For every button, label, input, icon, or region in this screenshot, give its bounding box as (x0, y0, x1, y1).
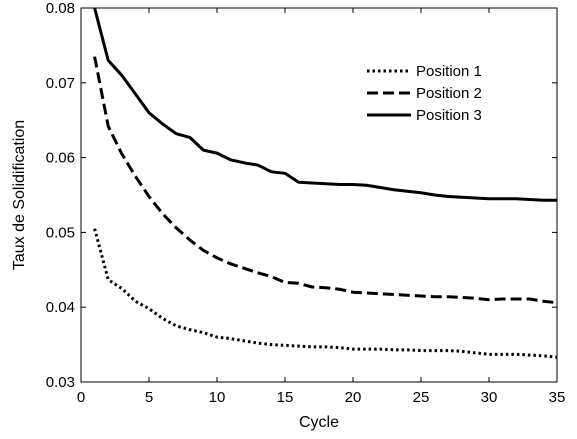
y-tick-label-2: 0.05 (46, 224, 75, 241)
legend-label-3: Position 3 (416, 107, 482, 124)
x-axis-label: Cycle (299, 414, 339, 431)
legend: Position 1 Position 2 Position 3 (367, 63, 482, 124)
x-tick-label-5: 25 (413, 389, 430, 406)
y-tick-label-1: 0.04 (46, 299, 75, 316)
x-tick-label-0: 0 (77, 389, 85, 406)
series-line-1 (93, 228, 558, 359)
x-tick-label-4: 20 (345, 389, 362, 406)
axis-ticks: 0 5 10 15 20 25 30 35 0.03 0.04 0.05 0.06 0.07 0.08 (46, 0, 566, 406)
series-line-2 (93, 56, 558, 305)
legend-label-1: Position 1 (416, 63, 482, 80)
series-lines (93, 7, 558, 359)
x-tick-label-7: 35 (549, 389, 566, 406)
x-tick-label-6: 30 (481, 389, 498, 406)
legend-label-2: Position 2 (416, 85, 482, 102)
plot-area (80, 7, 558, 383)
x-tick-label-2: 10 (209, 389, 226, 406)
y-tick-label-3: 0.06 (46, 150, 75, 167)
y-tick-label-4: 0.07 (46, 75, 75, 92)
y-axis-label: Taux de Solidification (11, 120, 28, 270)
series-line-3 (93, 7, 557, 202)
y-tick-label-0: 0.03 (46, 374, 75, 391)
x-tick-label-1: 5 (145, 389, 153, 406)
x-tick-label-3: 15 (277, 389, 294, 406)
y-tick-label-5: 0.08 (46, 0, 75, 17)
